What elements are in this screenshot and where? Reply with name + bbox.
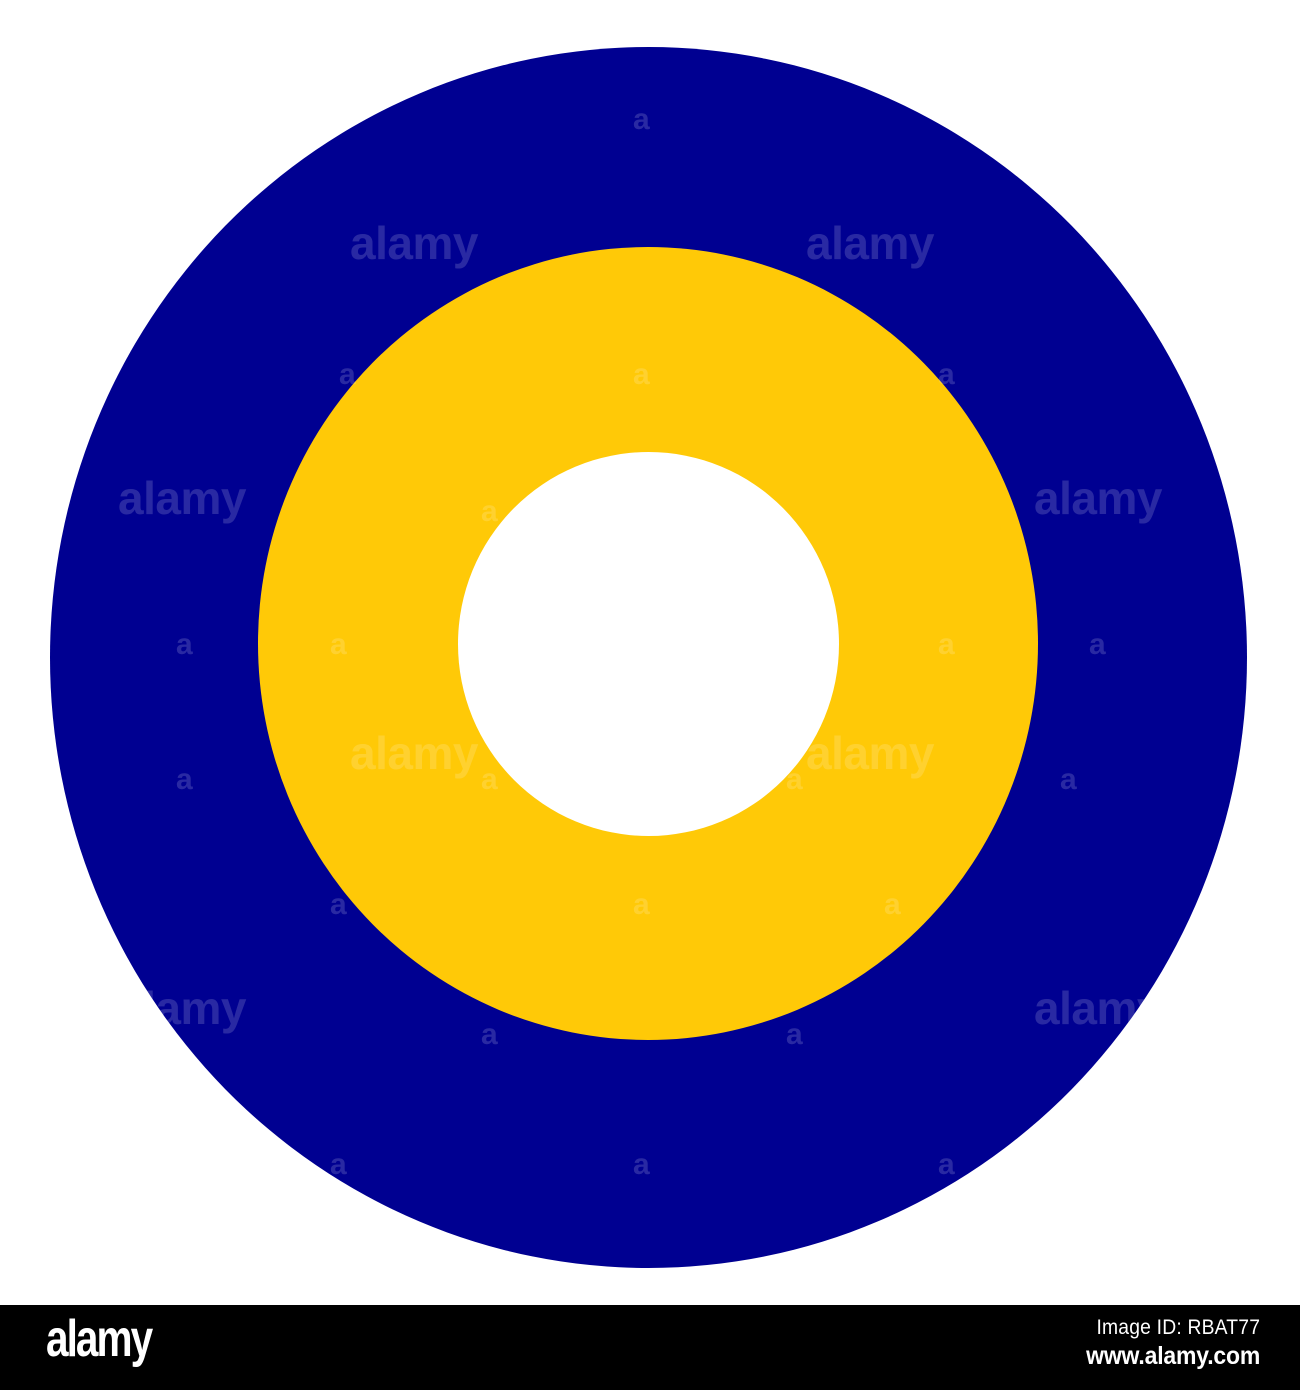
image-canvas: a a a alamy alamy a a a alamy alamy a a …	[50, 47, 1247, 1268]
alamy-logo[interactable]: alamy	[46, 1310, 153, 1368]
image-id-label: Image ID: RBAT77	[1096, 1316, 1260, 1339]
watermark-letter: a	[176, 1148, 193, 1181]
footer-bar: alamy Image ID: RBAT77 www.alamy.com	[0, 1305, 1300, 1390]
footer-meta: Image ID: RBAT77 www.alamy.com	[1071, 1315, 1260, 1371]
watermark-letter: a	[176, 103, 193, 136]
site-url-link[interactable]: www.alamy.com	[1085, 1342, 1260, 1370]
inner-white-circle	[458, 452, 839, 836]
watermark-letter: a	[1089, 103, 1106, 136]
